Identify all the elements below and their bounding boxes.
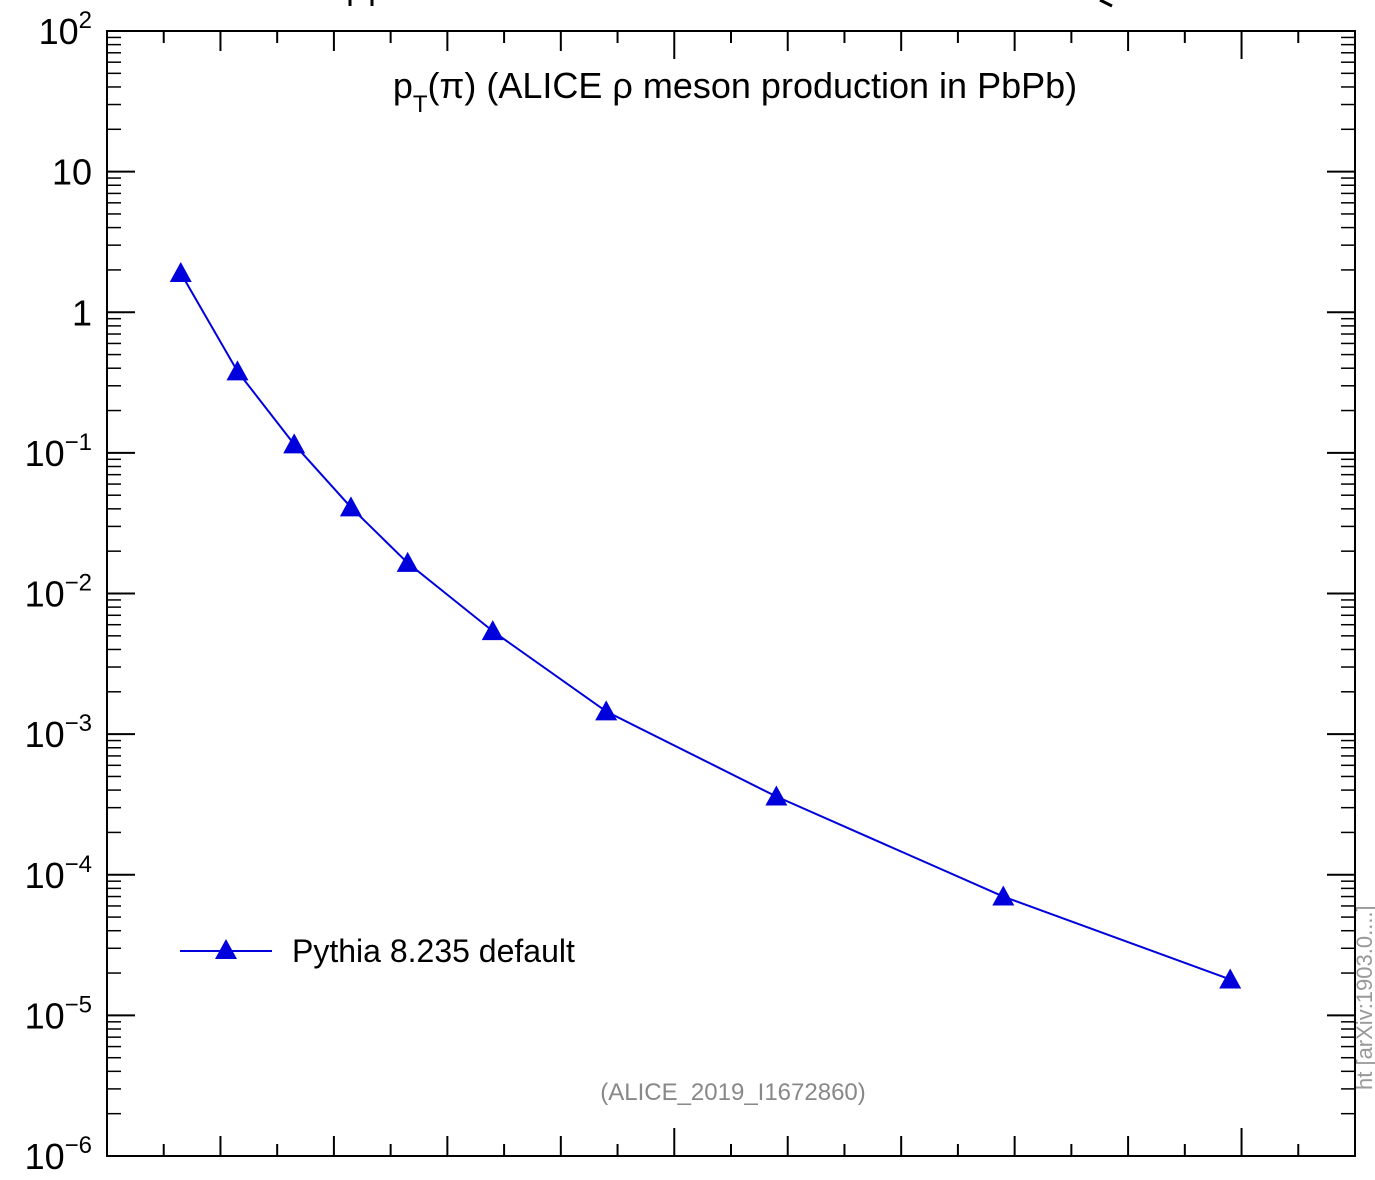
- data-point: [595, 700, 618, 721]
- series-line: [179, 272, 1231, 981]
- y-axis-tick-labels: 102 10 1 10−1 10−2 10−3 10−4 10−5 10−6: [25, 7, 92, 1177]
- data-point: [226, 360, 249, 381]
- data-point: [1219, 968, 1242, 989]
- y-axis-ticks: [107, 30, 1355, 1157]
- y-tick-label: 10−5: [25, 991, 92, 1036]
- data-point: [396, 551, 419, 572]
- data-point: [339, 496, 362, 517]
- y-tick-label: 102: [39, 7, 92, 52]
- y-tick-label: 10−1: [25, 429, 92, 474]
- y-tick-label: 10−2: [25, 570, 92, 615]
- plot-frame: [106, 30, 1356, 1157]
- legend-marker: [215, 939, 237, 959]
- clipped-title-fragment: [348, 0, 1113, 8]
- legend-label: Pythia 8.235 default: [292, 933, 575, 969]
- chart-annotation: pT(π) (ALICE ρ meson production in PbPb): [393, 65, 1077, 118]
- data-point: [765, 785, 788, 806]
- data-point: [283, 433, 306, 454]
- analysis-label: (ALICE_2019_I1672860): [600, 1079, 866, 1106]
- data-point: [992, 885, 1015, 906]
- data-point: [481, 620, 504, 641]
- y-tick-label: 10−3: [25, 710, 92, 755]
- y-tick-label: 10: [52, 152, 92, 193]
- x-axis-ticks: [106, 31, 1356, 1156]
- y-tick-label: 10−6: [25, 1132, 92, 1177]
- y-tick-label: 10−4: [25, 851, 92, 896]
- data-point: [169, 262, 192, 283]
- legend: Pythia 8.235 default: [180, 933, 575, 969]
- series-pythia: [169, 262, 1242, 989]
- side-label: ht [arXiv:1903.0....]: [1352, 905, 1375, 1090]
- y-tick-label: 1: [72, 292, 92, 333]
